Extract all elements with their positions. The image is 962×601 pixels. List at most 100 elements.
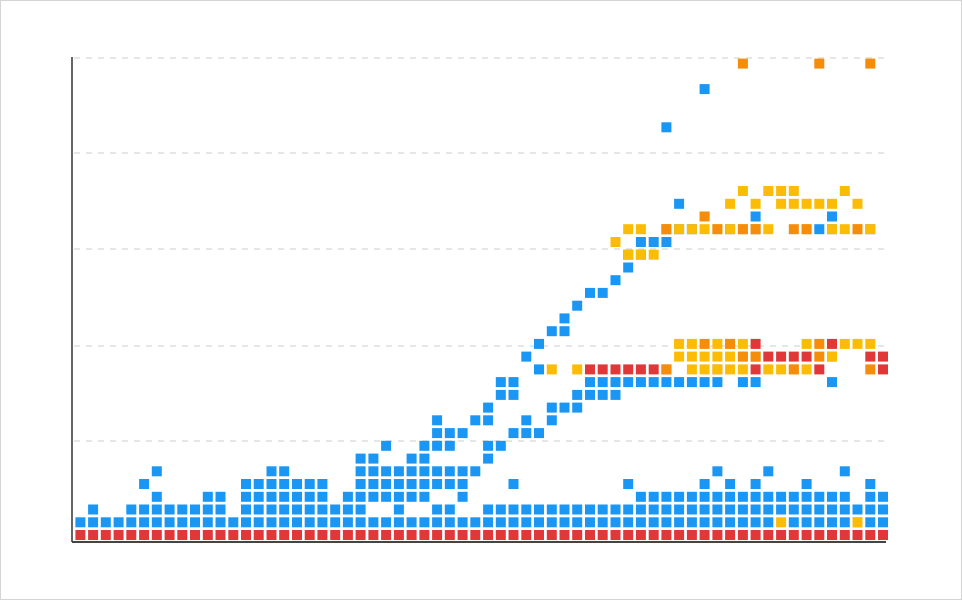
data-point-blue [686, 517, 697, 528]
data-point-blue [686, 504, 697, 515]
data-point-blue [878, 491, 888, 502]
data-point-blue [686, 491, 697, 502]
data-point-blue [585, 517, 595, 528]
data-point-blue [661, 237, 672, 247]
data-point-blue [368, 517, 379, 528]
data-point-red [126, 530, 137, 540]
data-point-red [317, 530, 328, 540]
data-point-blue [88, 517, 99, 528]
data-point-red [393, 530, 404, 540]
data-point-orange [737, 58, 748, 69]
data-point-blue [241, 517, 251, 528]
data-point-orange [814, 338, 825, 349]
data-point-blue [164, 504, 175, 515]
data-point-red [215, 530, 226, 540]
data-point-blue [814, 491, 825, 502]
data-point-blue [419, 440, 430, 451]
data-point-orange [865, 58, 876, 69]
data-point-blue [725, 504, 736, 515]
data-point-blue [228, 517, 239, 528]
data-point-blue [521, 428, 532, 439]
data-point-yellow [725, 351, 736, 362]
data-point-blue [508, 517, 519, 528]
data-point-blue [330, 517, 341, 528]
data-point-blue [126, 504, 137, 515]
data-point-blue [483, 415, 494, 426]
data-point-blue [151, 491, 162, 502]
data-point-blue [572, 300, 583, 311]
data-point-blue [419, 466, 430, 477]
data-point-blue [457, 479, 468, 489]
data-point-yellow [686, 224, 697, 235]
data-point-blue [750, 491, 761, 502]
data-point-red [228, 530, 239, 540]
data-point-red [878, 364, 888, 375]
data-point-red [546, 530, 557, 540]
data-point-yellow [712, 351, 723, 362]
data-point-orange [814, 351, 825, 362]
data-point-yellow [763, 224, 774, 235]
data-point-red [304, 530, 315, 540]
data-point-orange [788, 224, 799, 235]
data-point-blue [508, 389, 519, 400]
data-point-blue [865, 491, 876, 502]
data-point-blue [266, 479, 277, 489]
data-point-yellow [814, 198, 825, 209]
data-point-orange [750, 224, 761, 235]
data-point-red [737, 530, 748, 540]
data-point-yellow [852, 338, 863, 349]
data-point-yellow [827, 198, 837, 209]
data-point-blue [202, 504, 213, 515]
data-point-blue [508, 377, 519, 388]
data-point-yellow [763, 364, 774, 375]
data-point-red [763, 530, 774, 540]
data-point-blue [661, 504, 672, 515]
data-point-blue [534, 364, 544, 375]
data-point-yellow [776, 186, 787, 196]
data-point-blue [878, 504, 888, 515]
data-point-blue [814, 504, 825, 515]
data-point-blue [113, 517, 124, 528]
data-point-yellow [725, 224, 736, 235]
data-point-blue [737, 377, 748, 388]
data-point-red [292, 530, 302, 540]
data-point-blue [776, 504, 787, 515]
data-point-blue [635, 491, 646, 502]
data-point-blue [508, 479, 519, 489]
data-point-blue [444, 428, 455, 439]
data-point-yellow [699, 224, 710, 235]
data-point-blue [623, 262, 634, 273]
data-point-blue [444, 440, 455, 451]
data-point-blue [648, 237, 659, 247]
data-marks [75, 58, 888, 540]
data-point-blue [661, 491, 672, 502]
data-point-red [827, 338, 837, 349]
data-point-blue [470, 517, 481, 528]
data-point-blue [661, 377, 672, 388]
data-point-yellow [725, 198, 736, 209]
data-point-yellow [699, 364, 710, 375]
data-point-red [164, 530, 175, 540]
data-point-yellow [865, 224, 876, 235]
gridlines [74, 57, 886, 442]
data-point-red [100, 530, 111, 540]
data-point-blue [878, 517, 888, 528]
data-point-blue [801, 479, 812, 489]
data-point-blue [470, 415, 481, 426]
data-point-blue [801, 517, 812, 528]
data-point-blue [393, 466, 404, 477]
data-point-blue [495, 504, 506, 515]
data-point-blue [648, 491, 659, 502]
data-point-red [177, 530, 188, 540]
data-point-blue [521, 504, 532, 515]
data-point-blue [585, 287, 595, 298]
data-point-blue [381, 440, 392, 451]
data-point-red [801, 351, 812, 362]
data-point-blue [483, 504, 494, 515]
data-point-blue [75, 517, 86, 528]
data-point-blue [559, 402, 570, 413]
data-point-red [508, 530, 519, 540]
data-point-red [470, 530, 481, 540]
data-point-blue [737, 504, 748, 515]
data-point-blue [623, 479, 634, 489]
